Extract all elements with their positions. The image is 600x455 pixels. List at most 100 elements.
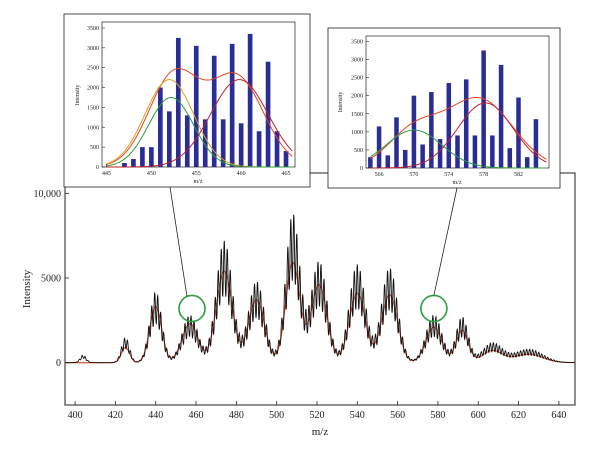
bar: [368, 157, 373, 168]
inset-y-tick-label: 2500: [87, 66, 99, 72]
bar: [507, 148, 513, 168]
inset-x-tick-label: 445: [102, 171, 111, 177]
x-tick-label: 400: [68, 410, 83, 421]
x-tick-label: 480: [229, 410, 244, 421]
bar: [149, 147, 154, 167]
inset-x-tick-label: 460: [237, 171, 246, 177]
inset-y-tick-label: 3000: [87, 46, 99, 52]
bar: [394, 117, 399, 168]
x-tick-label: 620: [511, 410, 526, 421]
fit-curve: [370, 96, 547, 160]
inset-y-tick-label: 2000: [351, 94, 363, 100]
inset-x-tick-label: 465: [282, 171, 291, 177]
fit-curve: [106, 68, 293, 165]
inset-y-tick-label: 500: [354, 148, 363, 154]
fit-curve: [370, 129, 547, 169]
y-tick-label: 5000: [41, 273, 61, 284]
x-tick-label: 500: [269, 410, 284, 421]
inset-left-x-axis-title: m/z: [194, 179, 203, 185]
bar: [158, 87, 163, 167]
x-tick-label: 420: [108, 410, 123, 421]
bar: [202, 119, 208, 167]
bar: [533, 119, 539, 168]
bar: [420, 144, 425, 168]
inset-left-fit-curves: [106, 68, 293, 168]
x-tick-label: 560: [390, 410, 405, 421]
inset-y-tick-label: 3500: [351, 39, 363, 45]
bar: [516, 97, 521, 168]
bar: [524, 157, 530, 168]
inset-left-axis-ticks: 445 450 455 460 465 0 500 1000 1500 2000 2500 3000 3…: [87, 26, 291, 177]
inset-x-tick-label: 578: [479, 172, 488, 178]
bar: [463, 79, 469, 168]
bar: [376, 126, 382, 168]
inset-y-tick-label: 3000: [351, 58, 363, 64]
bar: [283, 151, 289, 167]
inset-x-tick-label: 566: [375, 172, 384, 178]
bar: [437, 139, 443, 168]
inset-y-tick-label: 3500: [87, 26, 99, 32]
connector-line-left: [169, 186, 188, 297]
fit-curve: [370, 102, 547, 169]
x-tick-label: 640: [551, 410, 566, 421]
inset-x-tick-label: 582: [514, 172, 523, 178]
main-chart: 400 420 440 460 480 500 520 540 560 580 600 620 640 0…: [21, 172, 576, 438]
bar: [402, 149, 408, 168]
bar: [238, 123, 244, 167]
inset-y-tick-label: 0: [96, 165, 99, 171]
bar: [184, 115, 190, 167]
inset-y-tick-label: 2000: [87, 86, 99, 92]
inset-y-tick-label: 1000: [351, 130, 363, 136]
inset-y-tick-label: 0: [360, 166, 363, 172]
inset-y-tick-label: 1500: [87, 105, 99, 111]
bar: [472, 135, 478, 168]
inset-right-y-axis-title: Intensity: [338, 92, 344, 113]
x-tick-label: 440: [148, 410, 163, 421]
bar: [131, 159, 136, 167]
inset-y-tick-label: 1500: [351, 112, 363, 118]
x-tick-label: 600: [471, 410, 486, 421]
bar: [411, 95, 417, 168]
connector-line-right: [433, 187, 458, 296]
bar: [229, 43, 235, 167]
bar: [122, 163, 127, 167]
bar: [481, 50, 486, 168]
inset-left-y-axis-title: Intensity: [75, 85, 81, 106]
bar: [256, 131, 262, 167]
inset-right-panel: [327, 27, 561, 189]
bar: [455, 135, 460, 168]
inset-y-tick-label: 500: [90, 145, 99, 151]
inset-right-fit-curves: [370, 96, 547, 169]
bar: [166, 111, 172, 167]
bar: [193, 45, 199, 167]
bar: [446, 83, 452, 168]
inset-y-tick-label: 2500: [351, 76, 363, 82]
inset-x-tick-label: 450: [147, 171, 156, 177]
inset-x-tick-label: 574: [444, 172, 453, 178]
x-tick-label: 580: [430, 410, 445, 421]
bar: [247, 33, 253, 167]
bar: [429, 92, 434, 168]
bar: [140, 147, 145, 167]
x-tick-label: 460: [189, 410, 204, 421]
inset-right-x-axis-title: m/z: [453, 180, 462, 186]
highlight-circle-right: [420, 294, 448, 323]
bar: [498, 64, 504, 168]
inset-right-axis-ticks: 566 570 574 578 582 0 500 1000 1500 2000 2500 3000 3…: [351, 39, 523, 178]
x-tick-label: 520: [309, 410, 324, 421]
bar: [490, 135, 495, 168]
main-x-axis-title: m/z: [312, 426, 329, 438]
main-axis-ticks: 400 420 440 460 480 500 520 540 560 580 600 620 640 0…: [34, 189, 567, 421]
inset-x-tick-label: 455: [192, 171, 201, 177]
bar: [175, 37, 181, 167]
inset-chart-right: 566 570 574 578 582 0 500 1000 1500 2000 2500 3000 3…: [327, 27, 561, 189]
y-tick-label: 0: [56, 358, 61, 369]
inset-chart-left: 445 450 455 460 465 0 500 1000 1500 2000 2500 3000 3…: [63, 13, 311, 188]
bar: [274, 131, 280, 167]
bar: [211, 55, 217, 168]
x-tick-label: 540: [350, 410, 365, 421]
y-tick-label: 10,000: [34, 189, 62, 200]
inset-right-bars: [368, 50, 539, 168]
inset-y-tick-label: 1000: [87, 125, 99, 131]
